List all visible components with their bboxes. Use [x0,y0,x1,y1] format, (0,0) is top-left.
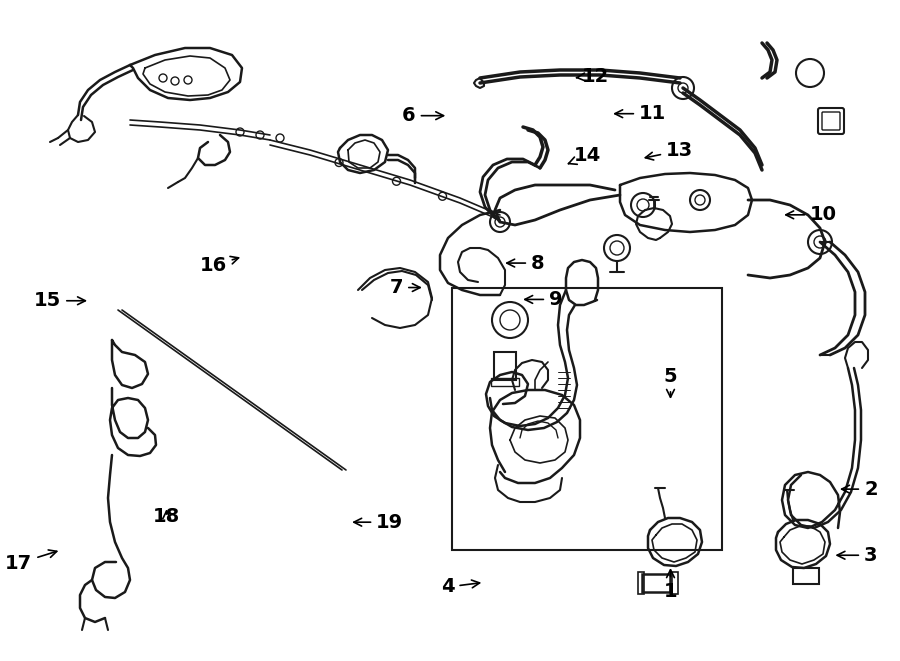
Text: 14: 14 [568,147,601,165]
Text: 10: 10 [786,206,837,224]
Text: 17: 17 [5,550,57,572]
Text: 2: 2 [842,480,877,498]
Text: 6: 6 [402,106,444,125]
Text: 11: 11 [615,104,666,123]
Text: 16: 16 [200,256,239,275]
Bar [491,378,519,386]
Text: 8: 8 [507,254,544,272]
Text: 3: 3 [837,546,877,564]
Text: 19: 19 [354,513,403,531]
Text: 5: 5 [663,368,678,397]
Text: 9: 9 [525,290,562,309]
Text: 15: 15 [34,292,86,310]
FancyBboxPatch shape [818,108,844,134]
Bar [793,568,819,584]
Bar [672,572,678,594]
Bar [452,288,722,550]
Bar [638,572,644,594]
Text: 7: 7 [390,278,420,297]
Text: 12: 12 [576,67,609,85]
Text: 18: 18 [153,508,180,526]
Text: 4: 4 [441,578,480,596]
Text: 1: 1 [663,570,678,601]
Text: 13: 13 [645,141,693,160]
Bar [642,574,670,592]
Bar [494,352,516,380]
